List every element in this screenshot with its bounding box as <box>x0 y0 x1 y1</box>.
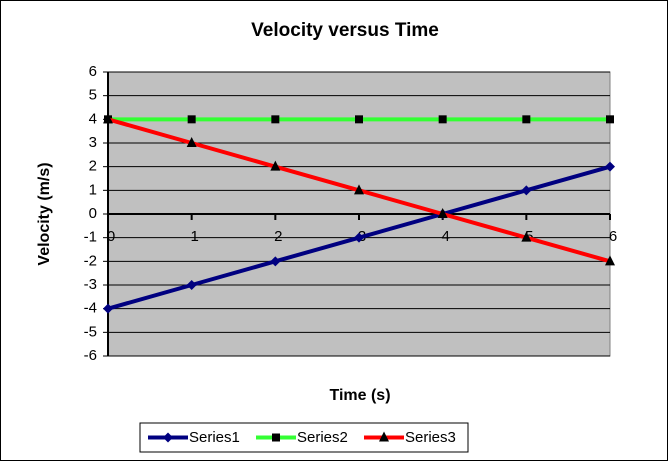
legend-marker <box>163 432 173 443</box>
data-point <box>605 255 615 266</box>
legend-label: Series3 <box>405 429 456 446</box>
legend-box <box>139 422 469 453</box>
y-axis-label: Velocity (m/s) <box>36 162 53 265</box>
y-tick-label: 2 <box>89 158 97 175</box>
y-tick-label: -6 <box>84 347 97 364</box>
y-tick-label: 3 <box>89 134 97 151</box>
data-point <box>438 115 447 124</box>
data-point <box>187 115 196 124</box>
y-tick-label: -1 <box>84 229 97 246</box>
data-point <box>186 280 197 290</box>
data-point <box>437 208 448 218</box>
x-tick-label: 4 <box>441 228 449 245</box>
y-tick-label: 5 <box>89 87 97 104</box>
data-point <box>271 115 280 124</box>
y-tick-label: -5 <box>84 323 97 340</box>
data-point <box>521 185 532 196</box>
data-point <box>606 115 614 124</box>
data-point <box>605 161 615 172</box>
data-point <box>103 303 113 314</box>
data-point <box>270 160 281 171</box>
legend-label: Series2 <box>297 429 348 446</box>
legend-marker <box>379 431 389 442</box>
y-tick-label: 1 <box>89 181 97 198</box>
y-tick-label: 6 <box>89 63 97 80</box>
x-tick-label: 0 <box>107 228 115 245</box>
x-tick-label: 2 <box>274 228 282 245</box>
data-point <box>354 184 364 195</box>
data-point <box>521 231 532 242</box>
data-point <box>270 256 281 267</box>
x-axis-label: Time (s) <box>329 387 390 404</box>
data-point <box>355 115 363 124</box>
legend-marker <box>272 433 280 442</box>
data-point <box>522 115 531 124</box>
x-tick-label: 1 <box>190 228 198 245</box>
data-point <box>186 137 197 147</box>
legend-label: Series1 <box>189 429 240 446</box>
y-tick-label: 4 <box>89 110 97 127</box>
data-point <box>354 232 364 243</box>
y-tick-label: 0 <box>89 205 97 222</box>
y-tick-label: -4 <box>84 300 97 317</box>
x-tick-label: 6 <box>609 228 617 245</box>
chart-title: Velocity versus Time <box>251 20 439 41</box>
data-point <box>103 113 113 124</box>
y-tick-label: -3 <box>84 276 97 293</box>
y-tick-label: -2 <box>84 252 97 269</box>
